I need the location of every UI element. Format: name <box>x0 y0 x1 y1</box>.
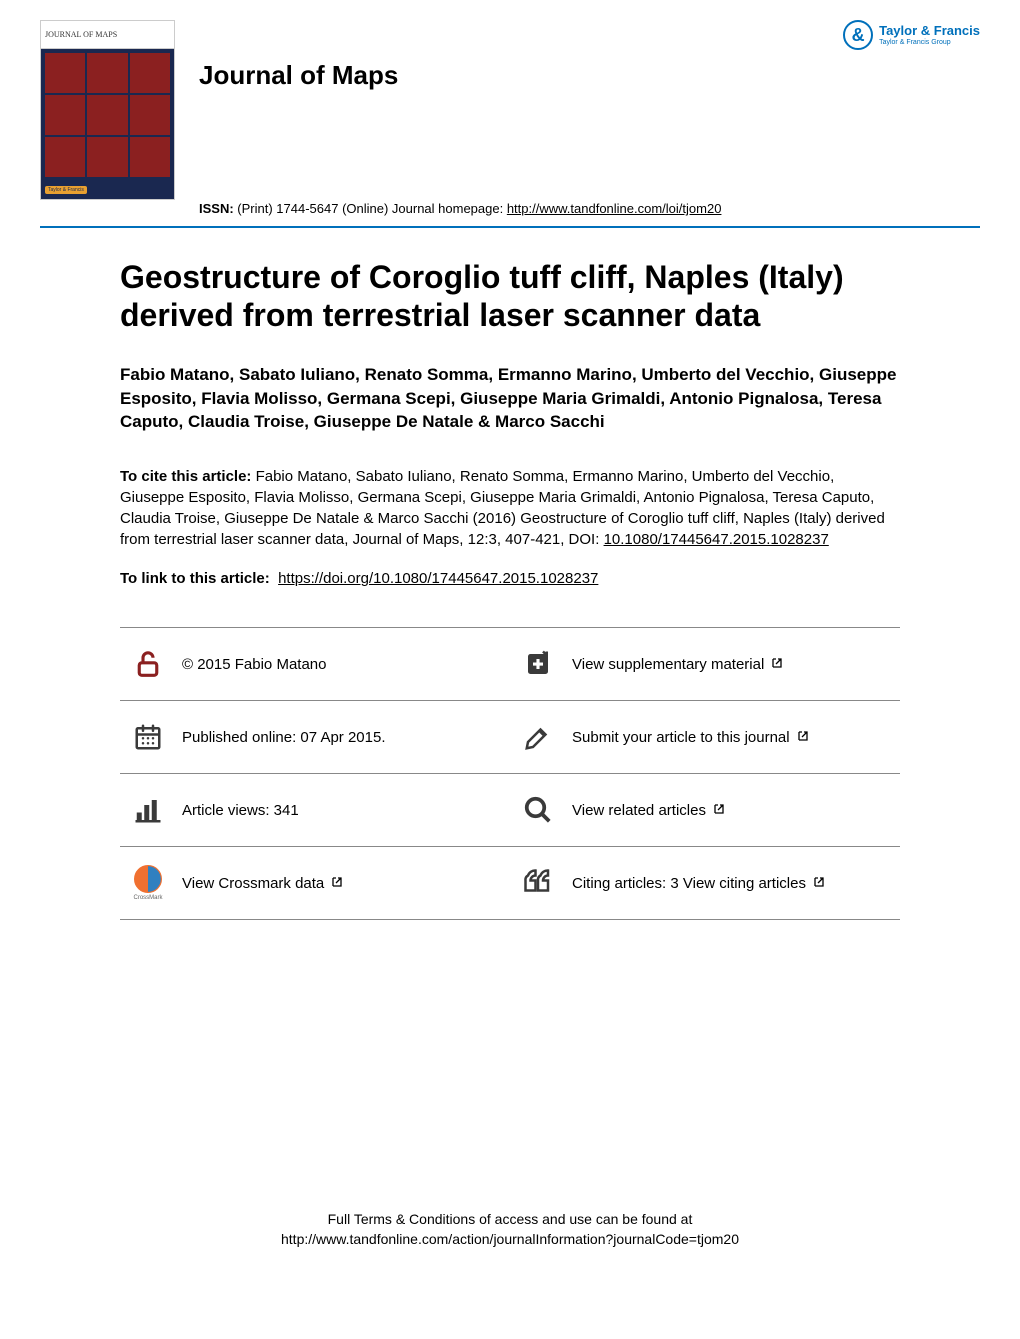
journal-title: Journal of Maps <box>199 60 721 91</box>
external-link-icon <box>813 876 825 888</box>
calendar-icon <box>130 719 166 755</box>
views-text: Article views: 341 <box>182 802 299 819</box>
homepage-link[interactable]: http://www.tandfonline.com/loi/tjom20 <box>507 201 722 216</box>
issn-line: ISSN: (Print) 1744-5647 (Online) Journal… <box>199 201 721 216</box>
cover-badge: Taylor & Francis <box>45 186 87 194</box>
citing-text: Citing articles: 3 View citing articles <box>572 875 825 892</box>
published-cell: Published online: 07 Apr 2015. <box>120 701 510 774</box>
external-link-icon <box>771 657 783 669</box>
plus-document-icon <box>520 646 556 682</box>
crossmark-cell[interactable]: CrossMark View Crossmark data <box>120 847 510 920</box>
crossmark-icon: CrossMark <box>130 865 166 901</box>
footer-line1: Full Terms & Conditions of access and us… <box>40 1210 980 1230</box>
copyright-text: © 2015 Fabio Matano <box>182 656 326 673</box>
external-link-icon <box>331 876 343 888</box>
views-cell: Article views: 341 <box>120 774 510 847</box>
article-content: Geostructure of Coroglio tuff cliff, Nap… <box>0 228 1020 950</box>
citing-cell[interactable]: Citing articles: 3 View citing articles <box>510 847 900 920</box>
external-link-icon <box>713 803 725 815</box>
published-text: Published online: 07 Apr 2015. <box>182 729 386 746</box>
cover-header: JOURNAL OF MAPS <box>41 21 174 49</box>
unlock-icon <box>130 646 166 682</box>
search-icon <box>520 792 556 828</box>
ampersand-icon: & <box>852 25 865 46</box>
article-title: Geostructure of Coroglio tuff cliff, Nap… <box>120 258 900 335</box>
cover-footer: Taylor & Francis <box>41 181 174 199</box>
publisher-name: Taylor & Francis <box>879 24 980 38</box>
doi-link[interactable]: 10.1080/17445647.2015.1028237 <box>604 531 829 548</box>
external-link-icon <box>797 730 809 742</box>
submit-cell[interactable]: Submit your article to this journal <box>510 701 900 774</box>
submit-text: Submit your article to this journal <box>572 729 809 746</box>
journal-title-block: Journal of Maps ISSN: (Print) 1744-5647 … <box>199 20 721 216</box>
edit-icon <box>520 719 556 755</box>
journal-cover-thumbnail[interactable]: JOURNAL OF MAPS Taylor & Francis <box>40 20 175 200</box>
article-link[interactable]: https://doi.org/10.1080/17445647.2015.10… <box>278 570 598 587</box>
supplementary-text: View supplementary material <box>572 656 783 673</box>
citation-icon <box>520 865 556 901</box>
link-line: To link to this article: https://doi.org… <box>120 570 900 587</box>
page-header: JOURNAL OF MAPS Taylor & Francis Journal… <box>0 0 1020 226</box>
crossmark-text: View Crossmark data <box>182 875 343 892</box>
page-footer: Full Terms & Conditions of access and us… <box>0 950 1020 1289</box>
crossmark-badge-label: CrossMark <box>133 895 162 901</box>
copyright-cell: © 2015 Fabio Matano <box>120 628 510 701</box>
info-grid: © 2015 Fabio Matano View supplementary m… <box>120 627 900 920</box>
issn-label: ISSN: <box>199 201 234 216</box>
publisher-subtext: Taylor & Francis Group <box>879 39 980 46</box>
link-label: To link to this article: <box>120 570 270 587</box>
cover-image-grid <box>41 49 174 181</box>
logo-circle-icon: & <box>843 20 873 50</box>
related-cell[interactable]: View related articles <box>510 774 900 847</box>
bar-chart-icon <box>130 792 166 828</box>
related-text: View related articles <box>572 802 725 819</box>
issn-text: (Print) 1744-5647 (Online) Journal homep… <box>234 201 507 216</box>
citation-block: To cite this article: Fabio Matano, Saba… <box>120 466 900 550</box>
article-authors: Fabio Matano, Sabato Iuliano, Renato Som… <box>120 363 900 434</box>
citation-label: To cite this article: <box>120 468 251 485</box>
cover-title: JOURNAL OF MAPS <box>45 30 117 39</box>
supplementary-cell[interactable]: View supplementary material <box>510 628 900 701</box>
footer-link[interactable]: http://www.tandfonline.com/action/journa… <box>281 1231 739 1247</box>
publisher-logo[interactable]: & Taylor & Francis Taylor & Francis Grou… <box>843 20 980 50</box>
